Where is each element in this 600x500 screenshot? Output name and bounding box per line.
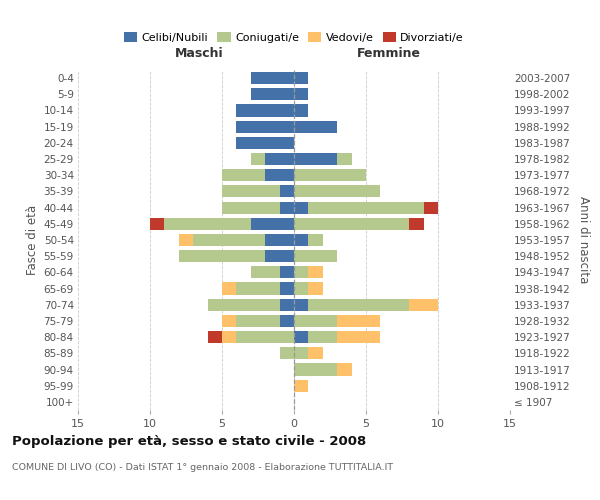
Bar xyxy=(280,186,294,198)
Bar xyxy=(150,218,164,230)
Bar xyxy=(222,186,280,198)
Bar xyxy=(294,315,337,327)
Bar xyxy=(294,266,308,278)
Bar xyxy=(294,169,366,181)
Bar xyxy=(222,169,265,181)
Text: Popolazione per età, sesso e stato civile - 2008: Popolazione per età, sesso e stato civil… xyxy=(12,435,366,448)
Bar xyxy=(294,88,308,101)
Bar xyxy=(294,186,380,198)
Bar xyxy=(337,364,352,376)
Bar xyxy=(308,298,409,311)
Bar xyxy=(294,153,337,165)
Bar xyxy=(222,331,236,343)
Bar xyxy=(208,331,222,343)
Bar xyxy=(251,218,294,230)
Bar xyxy=(222,282,236,294)
Bar xyxy=(308,234,323,246)
Bar xyxy=(251,266,280,278)
Bar xyxy=(193,234,265,246)
Bar xyxy=(294,282,308,294)
Bar xyxy=(280,315,294,327)
Bar xyxy=(208,298,280,311)
Bar xyxy=(337,315,380,327)
Bar xyxy=(294,218,409,230)
Bar xyxy=(222,315,236,327)
Bar xyxy=(164,218,251,230)
Bar xyxy=(251,153,265,165)
Bar xyxy=(294,250,337,262)
Y-axis label: Anni di nascita: Anni di nascita xyxy=(577,196,590,284)
Bar xyxy=(308,202,424,213)
Bar xyxy=(265,153,294,165)
Bar xyxy=(280,282,294,294)
Bar xyxy=(294,234,308,246)
Bar xyxy=(294,380,308,392)
Bar xyxy=(337,153,352,165)
Bar xyxy=(222,202,280,213)
Bar xyxy=(409,218,424,230)
Bar xyxy=(294,202,308,213)
Bar xyxy=(294,120,337,132)
Bar xyxy=(294,72,308,84)
Bar xyxy=(308,331,337,343)
Text: COMUNE DI LIVO (CO) - Dati ISTAT 1° gennaio 2008 - Elaborazione TUTTITALIA.IT: COMUNE DI LIVO (CO) - Dati ISTAT 1° genn… xyxy=(12,462,393,471)
Bar xyxy=(308,266,323,278)
Bar xyxy=(337,331,380,343)
Bar xyxy=(294,364,337,376)
Bar xyxy=(280,298,294,311)
Bar xyxy=(236,331,294,343)
Bar xyxy=(308,282,323,294)
Bar xyxy=(236,120,294,132)
Bar xyxy=(308,348,323,360)
Bar xyxy=(265,250,294,262)
Bar xyxy=(294,331,308,343)
Bar xyxy=(179,250,265,262)
Bar xyxy=(294,104,308,117)
Bar xyxy=(265,234,294,246)
Bar xyxy=(294,348,308,360)
Bar xyxy=(294,298,308,311)
Text: Maschi: Maschi xyxy=(175,47,223,60)
Bar xyxy=(265,169,294,181)
Bar xyxy=(179,234,193,246)
Bar xyxy=(236,315,280,327)
Bar xyxy=(409,298,438,311)
Y-axis label: Fasce di età: Fasce di età xyxy=(26,205,40,275)
Bar xyxy=(280,202,294,213)
Bar xyxy=(280,266,294,278)
Bar xyxy=(236,282,280,294)
Bar xyxy=(424,202,438,213)
Legend: Celibi/Nubili, Coniugati/e, Vedovi/e, Divorziati/e: Celibi/Nubili, Coniugati/e, Vedovi/e, Di… xyxy=(119,28,469,48)
Text: Femmine: Femmine xyxy=(357,47,421,60)
Bar xyxy=(236,104,294,117)
Bar xyxy=(251,72,294,84)
Bar xyxy=(251,88,294,101)
Bar xyxy=(280,348,294,360)
Bar xyxy=(236,137,294,149)
